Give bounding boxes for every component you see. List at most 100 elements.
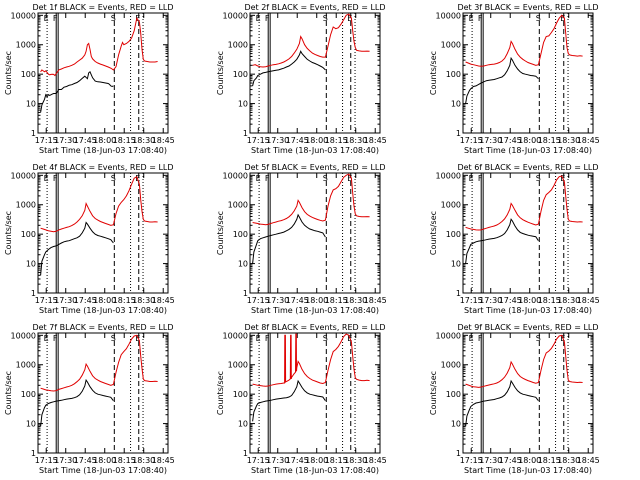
event-marker-label: E: [469, 334, 474, 343]
x-tick-label: 18:00: [93, 456, 116, 465]
events-series-line: [465, 218, 539, 264]
lld-series-line: [40, 334, 158, 392]
x-axis-label: Start Time (18-Jun-03 17:08:40): [251, 466, 379, 475]
x-tick-label: 17:45: [286, 456, 309, 465]
y-tick-label: 10000: [436, 11, 461, 20]
detector-panel-7: Det 7f BLACK = Events, RED = LLD 1 10 100 10…: [4, 323, 175, 475]
event-marker-label: E: [135, 334, 140, 343]
x-tick-label: 17:30: [266, 296, 289, 305]
panel-title: Det 5f BLACK = Events, RED = LLD: [244, 163, 385, 172]
x-tick-label: 17:15: [35, 136, 58, 145]
y-axis-label: Counts/sec: [4, 51, 13, 95]
x-tick-label: 18:30: [344, 456, 367, 465]
x-tick-label: 18:00: [305, 456, 328, 465]
plot-frame: [37, 12, 169, 134]
y-axis-label: Counts/sec: [4, 211, 13, 255]
plot-frame: [462, 332, 594, 454]
event-marker-label: F: [53, 334, 58, 343]
x-tick-label: 18:15: [538, 296, 561, 305]
x-tick-label: 18:30: [132, 296, 155, 305]
y-axis-label: Counts/sec: [4, 371, 13, 415]
y-tick-label: 10000: [11, 171, 36, 180]
x-tick-label: 18:00: [518, 456, 541, 465]
event-marker-label: F: [478, 14, 483, 23]
x-tick-label: 18:30: [132, 456, 155, 465]
x-tick-label: 18:00: [518, 136, 541, 145]
event-marker-label: S: [111, 14, 116, 23]
event-marker-label: S: [536, 334, 541, 343]
events-series-line: [465, 379, 539, 427]
x-tick-label: 18:45: [152, 296, 175, 305]
event-marker-label: S: [323, 174, 328, 183]
y-tick-label: 1: [31, 449, 36, 458]
event-marker-label: F: [478, 174, 483, 183]
y-tick-label: 1: [243, 129, 248, 138]
x-tick-label: 18:45: [577, 296, 600, 305]
x-tick-label: 18:15: [113, 456, 136, 465]
x-tick-label: 17:15: [35, 456, 58, 465]
event-marker-label: F: [53, 174, 58, 183]
panel-title: Det 6f BLACK = Events, RED = LLD: [457, 163, 598, 172]
x-tick-label: 17:15: [460, 456, 483, 465]
event-marker-label: E: [135, 14, 140, 23]
x-axis-label: Start Time (18-Jun-03 17:08:40): [39, 146, 167, 155]
x-tick-label: 17:30: [479, 136, 502, 145]
y-tick-label: 100: [446, 70, 461, 79]
x-tick-label: 17:45: [286, 296, 309, 305]
y-tick-label: 100: [233, 390, 248, 399]
y-tick-label: 1000: [441, 201, 461, 210]
x-axis-label: Start Time (18-Jun-03 17:08:40): [39, 306, 167, 315]
panel-title: Det 7f BLACK = Events, RED = LLD: [32, 323, 173, 332]
x-tick-label: 18:00: [93, 136, 116, 145]
plot-frame: [249, 172, 381, 294]
x-tick-label: 18:15: [538, 136, 561, 145]
event-marker-label: F: [265, 334, 270, 343]
detector-panel-3: Det 3f BLACK = Events, RED = LLD 1 10 100 10…: [429, 3, 600, 155]
plot-frame: [37, 332, 169, 454]
y-tick-label: 10: [451, 100, 461, 109]
y-axis-label: Counts/sec: [216, 211, 225, 255]
lld-series-line: [465, 14, 583, 67]
y-tick-label: 100: [21, 70, 36, 79]
y-axis-label: Counts/sec: [429, 211, 438, 255]
x-tick-label: 17:30: [266, 136, 289, 145]
y-axis-label: Counts/sec: [429, 371, 438, 415]
panel-title: Det 8f BLACK = Events, RED = LLD: [244, 323, 385, 332]
panel-title: Det 1f BLACK = Events, RED = LLD: [32, 3, 173, 12]
y-tick-label: 1000: [16, 361, 36, 370]
event-marker-label: S: [536, 14, 541, 23]
plot-frame: [462, 172, 594, 294]
y-tick-label: 1000: [228, 201, 248, 210]
x-tick-label: 17:45: [74, 456, 97, 465]
x-tick-label: 18:45: [364, 296, 387, 305]
event-marker-label: S: [323, 14, 328, 23]
event-marker-label: F: [478, 334, 483, 343]
lld-series-line: [465, 334, 583, 388]
detector-panel-2: Det 2f BLACK = Events, RED = LLD 1 10 100 10…: [216, 3, 387, 155]
x-axis-label: Start Time (18-Jun-03 17:08:40): [39, 466, 167, 475]
y-tick-label: 10000: [223, 11, 248, 20]
event-marker-label: E: [469, 174, 474, 183]
y-tick-label: 100: [233, 70, 248, 79]
event-marker-label: E: [44, 334, 49, 343]
y-tick-label: 10000: [436, 331, 461, 340]
event-marker-label: S: [323, 334, 328, 343]
y-tick-label: 10000: [436, 171, 461, 180]
detector-panel-8: Det 8f BLACK = Events, RED = LLD 1 10 100 10…: [216, 323, 387, 475]
x-tick-label: 17:45: [499, 296, 522, 305]
lld-series-line: [40, 16, 158, 77]
x-tick-label: 18:15: [325, 136, 348, 145]
event-marker-label: F: [265, 14, 270, 23]
events-series-line: [252, 50, 326, 87]
y-tick-label: 10: [26, 420, 36, 429]
x-axis-label: Start Time (18-Jun-03 17:08:40): [251, 146, 379, 155]
event-marker-label: S: [111, 334, 116, 343]
x-tick-label: 17:15: [247, 296, 270, 305]
event-marker-label: E: [560, 14, 565, 23]
y-tick-label: 1000: [16, 41, 36, 50]
event-marker-label: S: [111, 174, 116, 183]
events-series-line: [252, 379, 326, 422]
plot-frame: [249, 12, 381, 134]
y-tick-label: 1: [31, 129, 36, 138]
x-tick-label: 17:15: [460, 296, 483, 305]
